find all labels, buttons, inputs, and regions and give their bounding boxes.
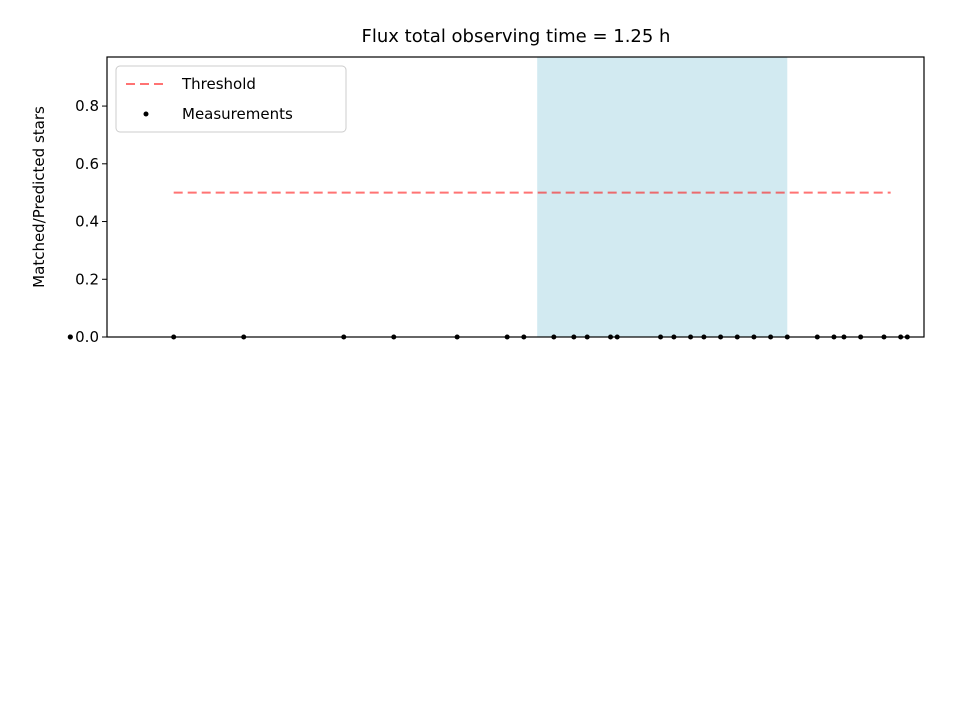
top-legend: Threshold Measurements bbox=[115, 65, 347, 133]
top-shaded-interval bbox=[537, 57, 788, 337]
top-plot-frame bbox=[106, 56, 925, 338]
top-legend-box bbox=[115, 65, 347, 133]
legend-threshold-label: Threshold bbox=[181, 75, 256, 93]
y-tick-label: 0.6 bbox=[75, 155, 99, 173]
measurement-point bbox=[67, 334, 73, 340]
chart-title: Flux total observing time = 1.25 h bbox=[362, 26, 671, 47]
y-tick-label: 0.8 bbox=[75, 97, 99, 115]
legend-measurements-label: Measurements bbox=[182, 105, 293, 123]
y-tick-label: 0.0 bbox=[75, 328, 99, 346]
legend-measurements-swatch bbox=[143, 111, 149, 117]
y-tick-label: 0.4 bbox=[75, 213, 99, 231]
top-y-axis-label: Matched/Predicted stars bbox=[30, 106, 48, 288]
top-panel: 0.00.20.40.60.8 Matched/Predicted stars … bbox=[30, 56, 925, 346]
y-tick-label: 0.2 bbox=[75, 270, 99, 288]
